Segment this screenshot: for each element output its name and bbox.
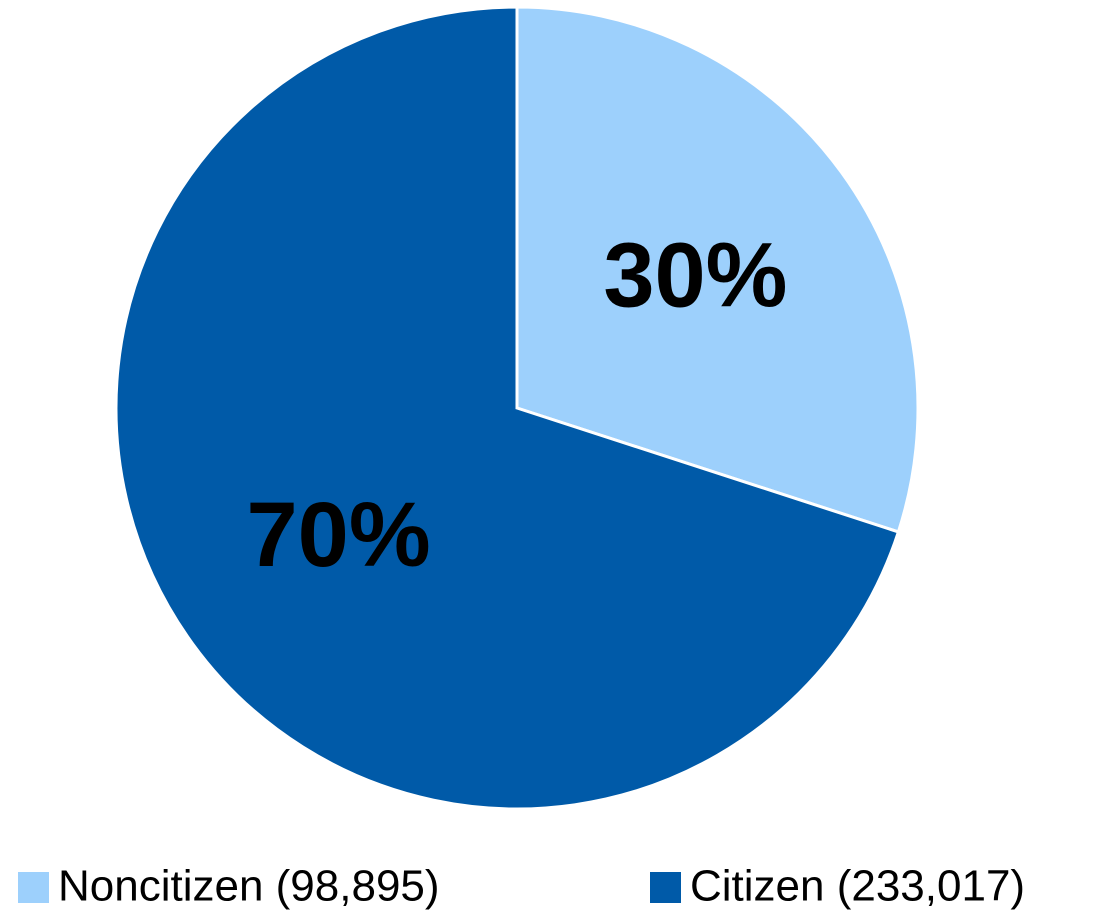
legend-swatch (18, 872, 49, 903)
legend-label: Noncitizen (98,895) (58, 862, 440, 911)
legend-label: Citizen (233,017) (690, 862, 1025, 911)
data-label: 70% (247, 484, 431, 586)
data-label: 30% (603, 225, 787, 327)
legend-swatch (650, 872, 681, 903)
pie-slice (515, 5, 920, 534)
pie-slice (114, 5, 901, 811)
